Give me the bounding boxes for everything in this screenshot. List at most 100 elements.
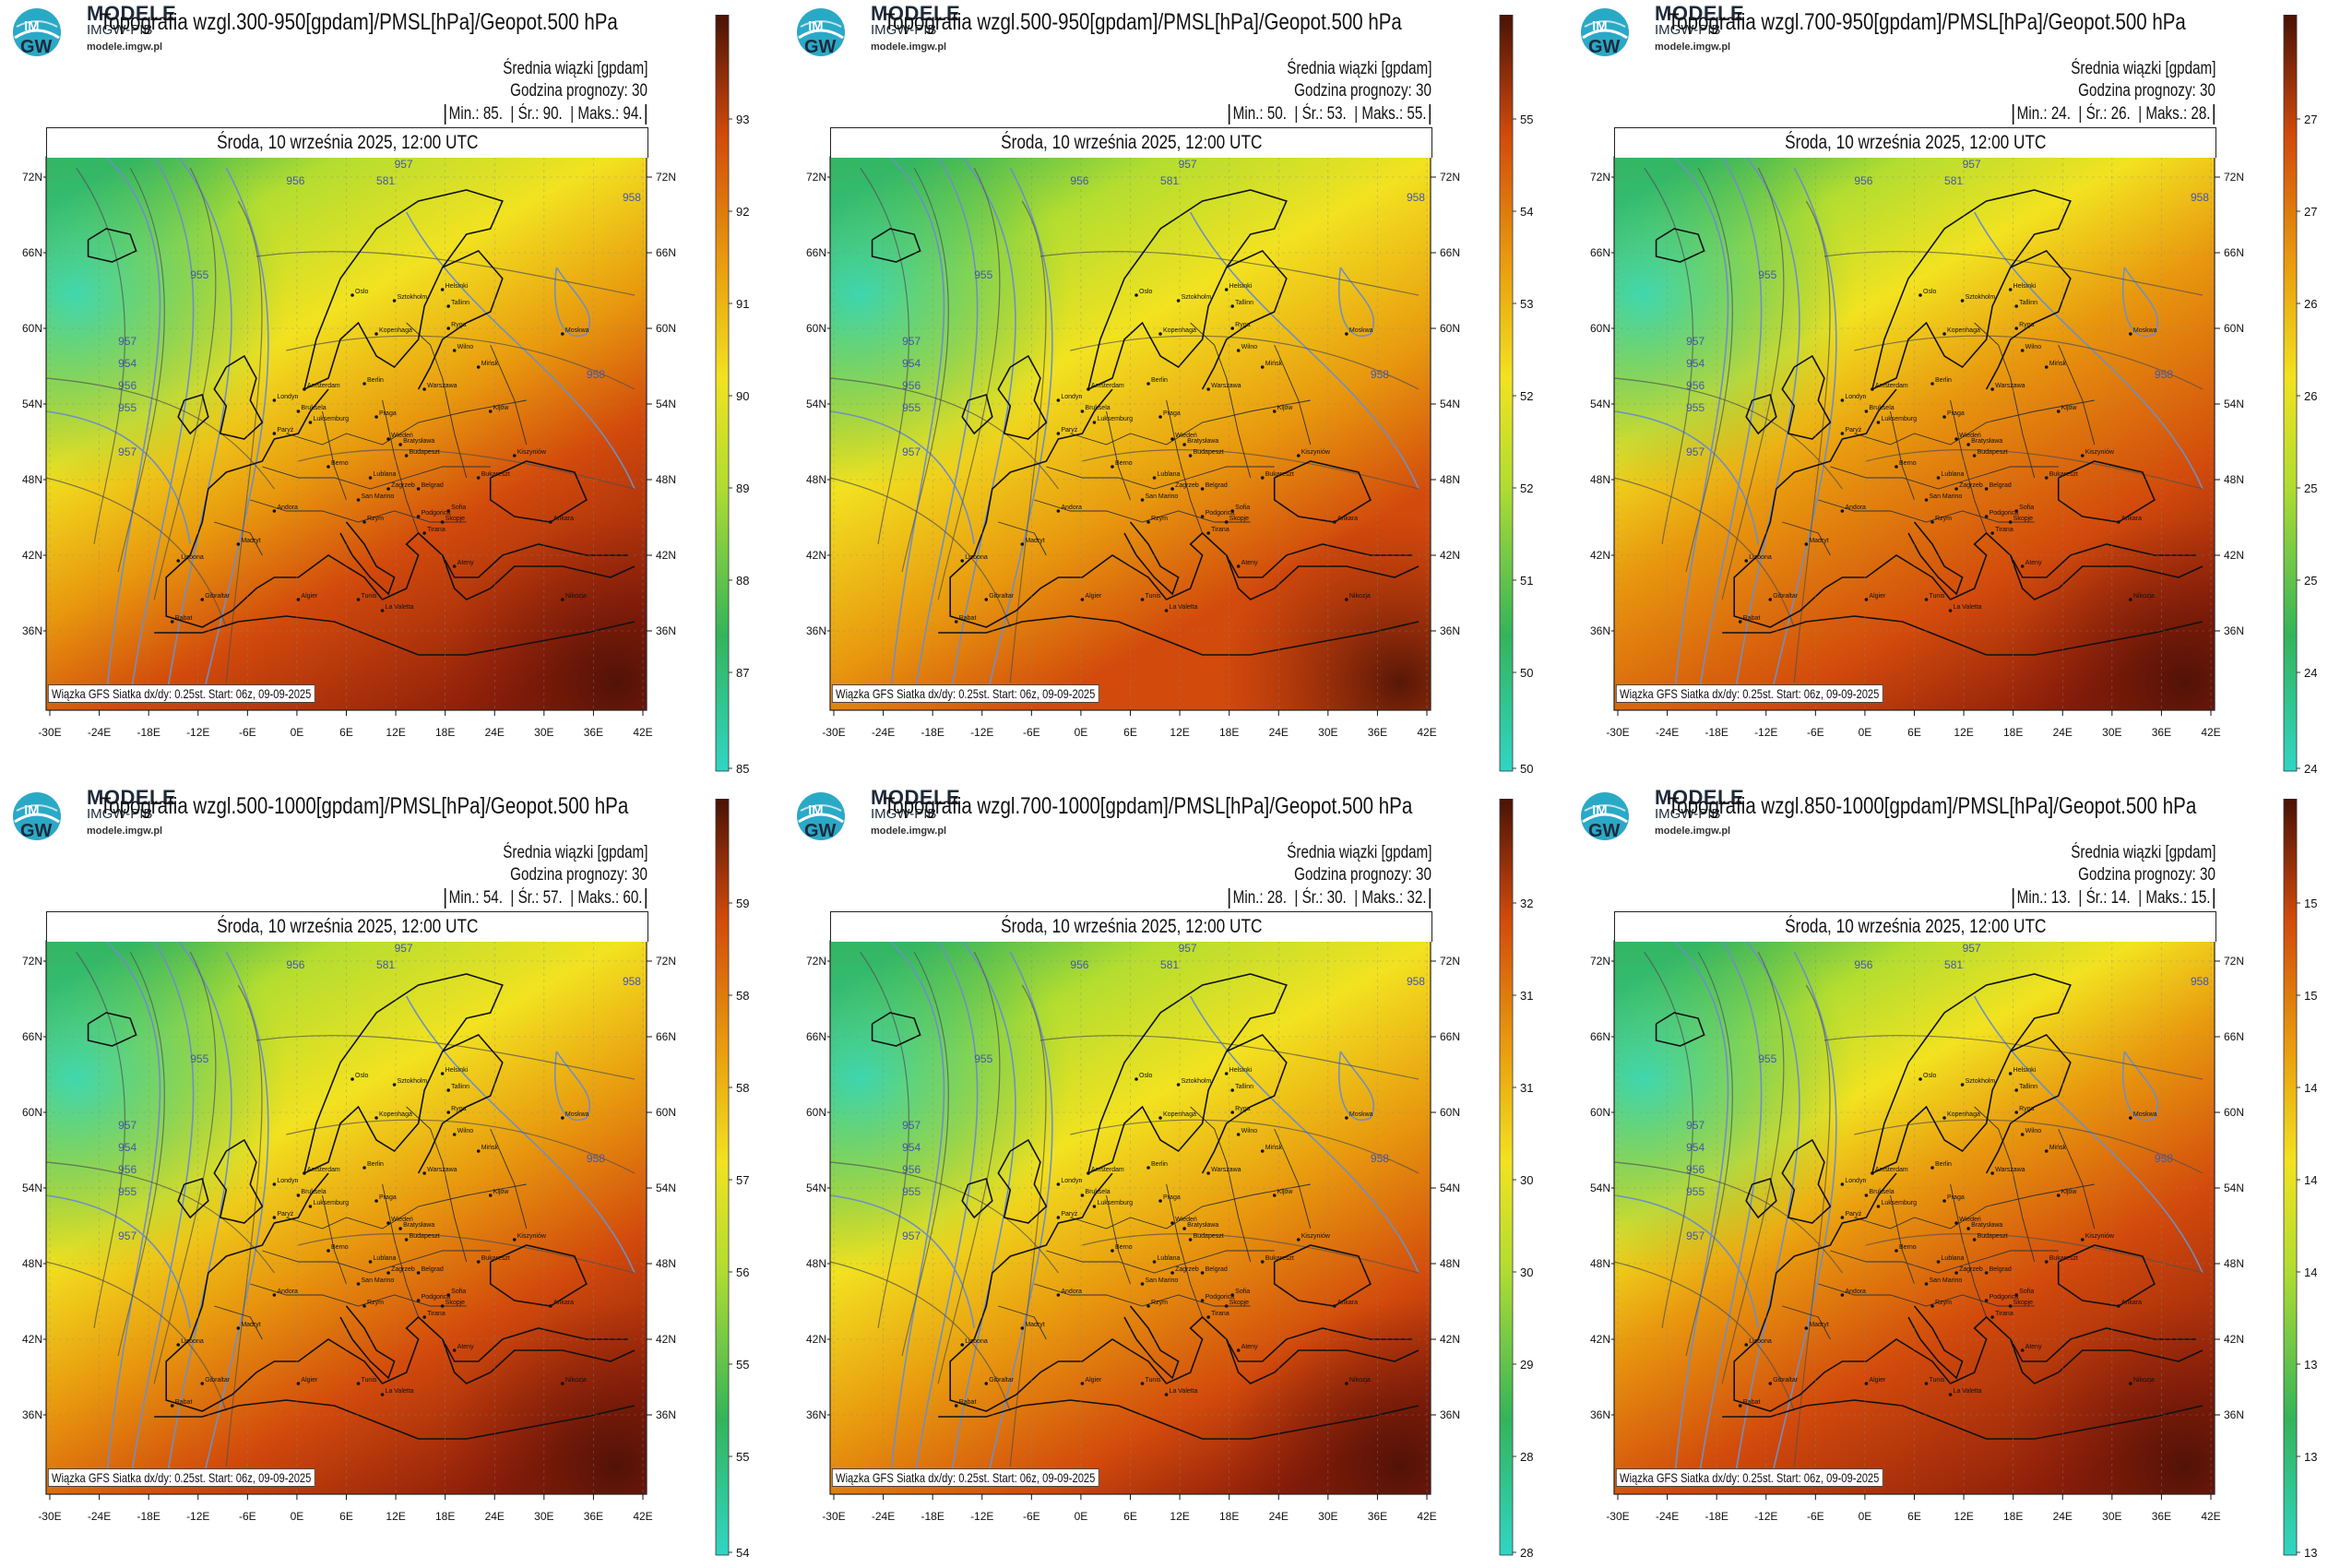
city-dot <box>1260 1149 1265 1153</box>
city-dot <box>1080 1382 1085 1385</box>
city-label: Ateny <box>1241 560 1258 566</box>
city-dot <box>440 1304 445 1308</box>
city-label: Bratysława <box>1971 1222 2002 1229</box>
forecast-panel-5: IM GW MODELE IMGW-PIB modele.imgw.pl Top… <box>784 784 1568 1568</box>
coastline <box>1907 1305 1964 1380</box>
isobar-line <box>889 940 945 1484</box>
isobar-line <box>1973 211 2204 490</box>
stats-min-value: 24. <box>2050 104 2071 124</box>
border-line <box>1854 1183 2095 1229</box>
lat-label-right: 42N <box>1440 1333 1460 1346</box>
city-label: Belgrad <box>422 482 444 489</box>
city-dot <box>1948 609 1953 612</box>
lon-label: 24E <box>1269 726 1289 739</box>
lon-label: 6E <box>339 1510 353 1523</box>
map-plot: 957956955954957958955581957956958OsloSzt… <box>1613 156 2215 710</box>
colorbar-tick-label: 59 <box>736 897 749 910</box>
city-label: Ryga <box>451 322 466 328</box>
isobar-line <box>201 951 269 1484</box>
stats-line: Min.: 54. | Śr.: 57. | Maks.: 60. <box>444 888 647 909</box>
city-dot <box>1092 421 1097 424</box>
city-dot <box>2014 1111 2018 1114</box>
forecast-panel-4: IM GW MODELE IMGW-PIB modele.imgw.pl Top… <box>0 784 784 1568</box>
lon-label: 30E <box>534 726 553 739</box>
city-dot <box>386 487 390 491</box>
city-dot <box>512 1238 517 1241</box>
city-label: Bratysława <box>1187 438 1218 445</box>
coastline <box>1273 460 1372 523</box>
coastline <box>1655 1012 1705 1047</box>
city-dot <box>416 487 421 491</box>
city-label: Bruksela <box>301 405 326 411</box>
city-dot <box>1230 304 1234 308</box>
city-dot <box>1188 454 1193 457</box>
city-dot <box>1111 1249 1114 1253</box>
city-dot <box>422 531 426 535</box>
panel-title: Topografia wzgl.700-950[gpdam]/PMSL[hPa]… <box>1668 9 2186 35</box>
lat-label-right: 42N <box>2224 1333 2244 1346</box>
city-dot <box>1140 598 1145 601</box>
isobar-label: 957 <box>1686 1119 1705 1132</box>
city-label: Londyn <box>1845 1178 1866 1184</box>
subtitle-hour: Godzina prognozy: 30 <box>2078 81 2215 101</box>
city-label: San Marino <box>1146 1277 1179 1284</box>
coastline <box>961 393 993 435</box>
city-label: Tunis <box>1146 1377 1161 1384</box>
city-dot <box>1924 598 1929 601</box>
city-label: Skopje <box>445 1300 466 1306</box>
city-label: Wilno <box>2025 1128 2042 1134</box>
isobar-label: 955 <box>190 268 208 281</box>
city-dot <box>1296 1238 1301 1241</box>
colorbar-tick-label: 24 <box>2304 666 2317 680</box>
city-dot <box>1224 1072 1229 1075</box>
lat-label-right: 36N <box>1440 1408 1460 1421</box>
city-dot <box>1840 1216 1845 1219</box>
isobar-line <box>949 156 1016 700</box>
geopotential-line <box>901 951 949 1357</box>
city-dot <box>1020 1326 1025 1330</box>
city-dot <box>2014 304 2018 308</box>
lon-label: 30E <box>1318 726 1337 739</box>
city-dot <box>416 1271 421 1275</box>
city-label: Wiedeń <box>391 433 413 439</box>
city-dot <box>386 1221 390 1225</box>
city-dot <box>1260 1260 1265 1264</box>
border-line <box>1782 521 1831 556</box>
city-dot <box>362 1304 366 1308</box>
city-label: Wilno <box>1241 344 1258 350</box>
city-dot <box>2008 520 2013 524</box>
lon-label: 24E <box>485 1510 505 1523</box>
city-label: Lublana <box>374 471 397 478</box>
city-label: Lizbona <box>1749 1338 1772 1345</box>
city-dot <box>303 1171 306 1175</box>
city-dot <box>1345 1116 1348 1120</box>
city-label: Bukareszt <box>1265 471 1294 478</box>
lat-label-right: 66N <box>2224 1030 2244 1043</box>
geopotential-line <box>1644 951 1694 1329</box>
date-bar: Środa, 10 września 2025, 12:00 UTC <box>1614 911 2216 942</box>
geopotential-line <box>1082 448 1420 490</box>
colorbar-scale <box>715 15 730 772</box>
lat-label-left: 72N <box>806 955 826 968</box>
city-dot <box>404 454 409 457</box>
city-dot <box>452 1348 457 1352</box>
isobar-line <box>1613 1194 1759 1329</box>
lon-label: -30E <box>1606 1510 1629 1523</box>
brand-name: MODELE <box>871 786 961 809</box>
city-dot <box>1206 1171 1210 1175</box>
city-dot <box>1960 299 1965 303</box>
lon-label: -12E <box>1754 1510 1777 1523</box>
city-label: Kopenhaga <box>1163 1111 1196 1118</box>
city-label: Luksemburg <box>313 416 349 422</box>
coastline <box>489 1244 588 1307</box>
colorbar: 93 92 91 90 89 88 87 85 <box>715 15 749 776</box>
geopotential-line <box>1644 167 1694 545</box>
lat-label-right: 66N <box>1440 246 1460 259</box>
colorbar-tick-label: 31 <box>1520 1081 1533 1095</box>
border-line <box>1106 1194 1131 1285</box>
coastline <box>1123 521 1180 596</box>
isobar-label: 957 <box>1686 335 1705 348</box>
city-label: Sztokholm <box>1966 1078 1996 1085</box>
coastline <box>1733 388 2197 628</box>
city-dot <box>1936 1260 1941 1264</box>
